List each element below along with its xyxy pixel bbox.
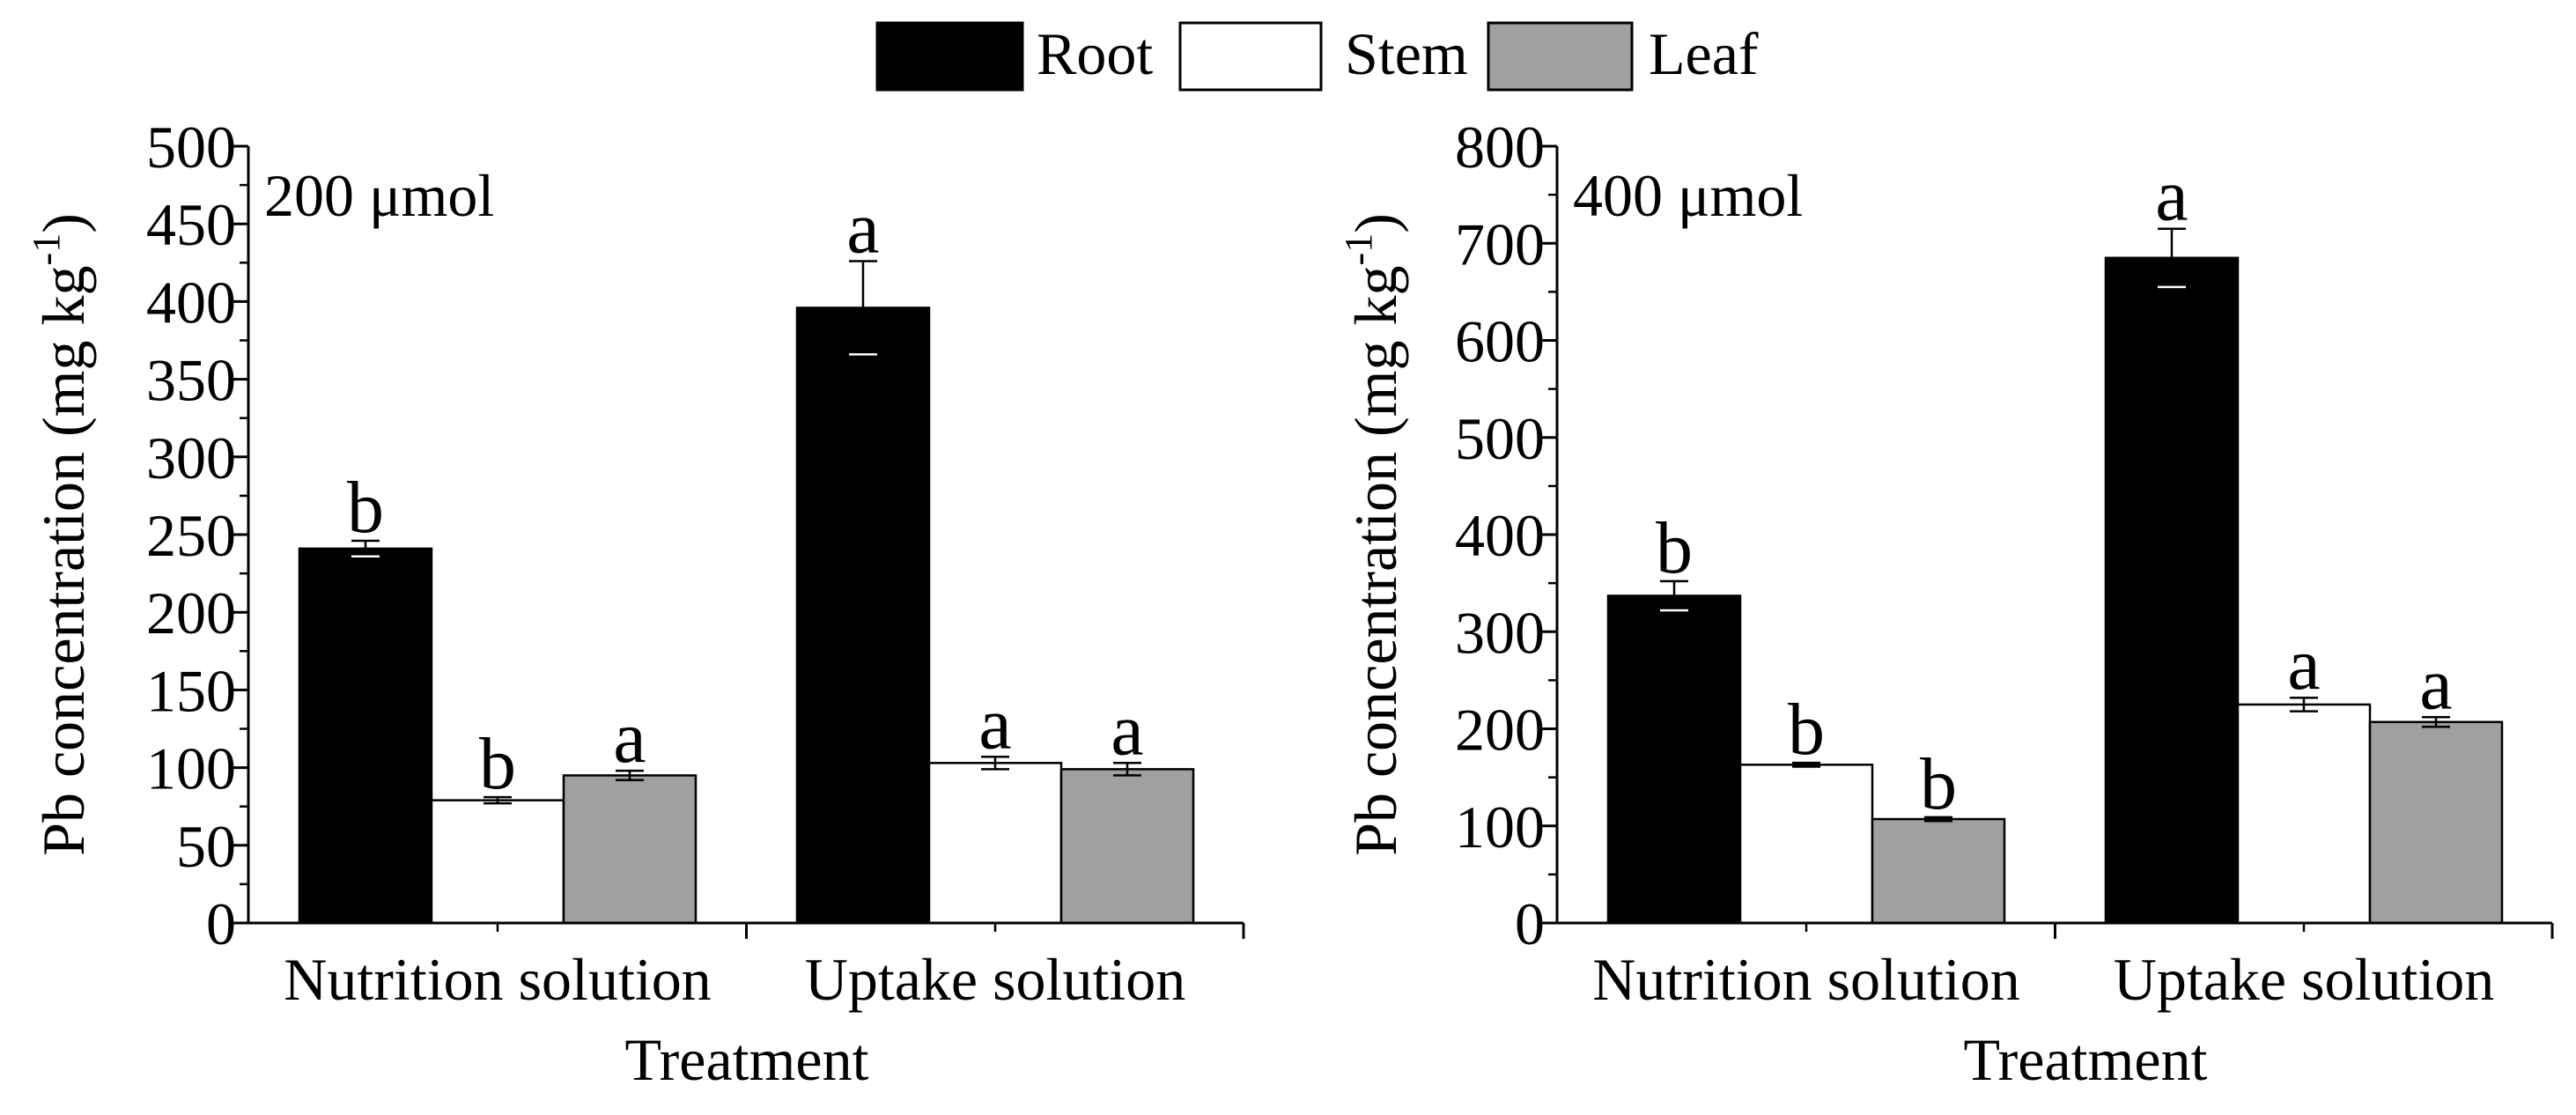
bar-stem-nutrition-solution [430,799,565,925]
y-tick-label: 150 [146,657,236,724]
bar-stem-nutrition-solution [1738,764,1874,925]
panel-label: 400 μmol [1573,162,1803,229]
y-axis-title: Pb concentration (mg kg-1) [25,213,97,856]
chart-400-umol: b a b a b a 0 100 200 300 400 500 600 700 800 Nutrition… [1337,114,2554,1093]
error-bar-root-nutrition-solution [1660,580,1688,612]
y-tick-label: 100 [1455,794,1545,860]
legend-swatch-stem [1178,21,1323,92]
chart-200-umol: b a b a a a 0 50 100 150 200 250 300 350 400 450 500 Nutr… [25,114,1245,1093]
sig-letter-root-uptake-solution: a [846,188,879,270]
error-bar-stem-uptake-solution [2290,696,2318,713]
error-bar-root-uptake-solution [2158,227,2186,289]
bar-root-uptake-solution [795,306,931,925]
y-tick-label: 0 [206,890,236,957]
sig-letter-root-uptake-solution: a [2155,155,2188,237]
error-bar-stem-nutrition-solution [1792,761,1820,768]
x-tick-label-uptake-solution: Uptake solution [2114,946,2495,1013]
legend: Root Stem Leaf [875,20,1759,92]
error-bar-leaf-uptake-solution [1113,762,1141,777]
y-tick-label: 500 [1455,405,1545,472]
x-tick-label-uptake-solution: Uptake solution [805,946,1186,1013]
bar-stem-uptake-solution [2236,703,2372,925]
x-axis-title: Treatment [1963,1026,2207,1093]
error-bar-root-uptake-solution [849,260,877,356]
sig-letter-leaf-uptake-solution: a [2419,643,2452,725]
legend-label-root: Root [1037,20,1153,87]
x-tick-label-nutrition-solution: Nutrition solution [284,946,711,1013]
y-tick-label: 600 [1455,308,1545,375]
sig-letter-stem-nutrition-solution: b [1788,689,1825,771]
sig-letter-root-nutrition-solution: b [1656,507,1693,589]
y-axis-title-superscript: -1 [25,233,68,266]
y-tick-label: 300 [1455,599,1545,666]
error-bar-root-nutrition-solution [351,539,380,558]
y-axis-title-superscript: -1 [1337,233,1380,266]
sig-letter-stem-uptake-solution: a [978,683,1011,764]
y-tick-label: 0 [1515,890,1545,957]
y-tick-label: 500 [146,114,236,181]
y-axis-title-close: ) [30,213,97,233]
x-tick-label-nutrition-solution: Nutrition solution [1592,946,2019,1013]
y-tick-label: 350 [146,347,236,414]
bar-root-nutrition-solution [298,547,433,925]
bar-leaf-uptake-solution [2368,720,2504,925]
bar-root-uptake-solution [2104,256,2240,925]
y-tick-label: 200 [146,580,236,646]
legend-swatch-root [875,21,1024,92]
y-axis-title-main: Pb concentration (mg kg [1342,265,1409,855]
bar-leaf-uptake-solution [1059,768,1195,925]
bar-root-nutrition-solution [1606,594,1742,925]
bar-leaf-nutrition-solution [1871,817,2006,925]
sig-letter-leaf-nutrition-solution: b [1920,743,1957,825]
y-tick-label: 800 [1455,114,1545,181]
x-axis-title: Treatment [624,1026,868,1093]
y-tick-label: 300 [146,425,236,491]
legend-swatch-leaf [1487,21,1634,92]
y-tick-label: 50 [176,813,236,880]
y-tick-label: 450 [146,191,236,258]
error-bar-stem-uptake-solution [981,756,1009,771]
sig-letter-stem-uptake-solution: a [2287,624,2320,705]
panel-label: 200 μmol [264,162,494,229]
error-bar-leaf-nutrition-solution [1924,816,1952,823]
sig-letter-leaf-uptake-solution: a [1111,689,1143,771]
y-axis-title-main: Pb concentration (mg kg [30,265,97,855]
error-bar-leaf-nutrition-solution [616,769,644,781]
y-tick-label: 400 [146,269,236,336]
legend-label-leaf: Leaf [1649,20,1759,87]
legend-label-stem: Stem [1345,20,1468,87]
sig-letter-root-nutrition-solution: b [347,467,384,549]
bar-leaf-nutrition-solution [562,774,698,925]
y-tick-label: 400 [1455,502,1545,569]
y-tick-label: 100 [146,735,236,802]
bar-stem-uptake-solution [927,762,1063,925]
sig-letter-stem-nutrition-solution: b [479,723,516,805]
y-axis-title-close: ) [1342,213,1409,233]
error-bar-leaf-uptake-solution [2422,716,2450,728]
error-bar-stem-nutrition-solution [483,795,512,805]
y-tick-label: 200 [1455,697,1545,764]
y-tick-label: 700 [1455,210,1545,277]
sig-letter-leaf-nutrition-solution: a [613,697,646,779]
y-tick-label: 250 [146,502,236,569]
y-axis-title: Pb concentration (mg kg-1) [1337,213,1409,856]
